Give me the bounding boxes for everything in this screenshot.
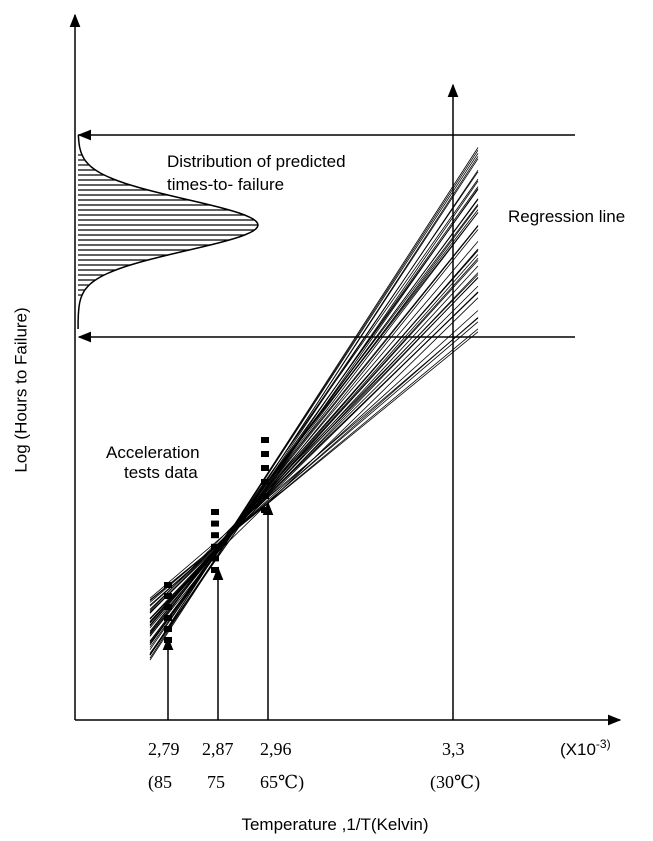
regression-line	[149, 241, 479, 627]
tick-label: 2,96	[260, 739, 292, 759]
annotation: tests data	[124, 463, 198, 482]
data-marker	[164, 593, 172, 599]
tick-label: 2,79	[148, 739, 180, 759]
regression-line	[149, 158, 479, 659]
data-marker	[211, 543, 219, 550]
annotation: Distribution of predicted	[167, 152, 346, 171]
regression-line	[149, 225, 479, 634]
data-marker	[211, 509, 219, 515]
data-marker	[261, 479, 269, 485]
regression-line	[149, 169, 479, 656]
tick-label: 2,87	[202, 739, 234, 759]
x-axis-label: Temperature ,1/T(Kelvin)	[241, 815, 428, 834]
data-marker	[164, 615, 172, 621]
annotation: Regression line	[508, 207, 625, 226]
x-unit: (X10-3)	[560, 737, 611, 759]
tick-label: 3,3	[442, 739, 465, 759]
data-marker	[164, 637, 172, 643]
data-marker	[261, 493, 269, 499]
data-marker	[261, 507, 269, 513]
regression-line	[149, 291, 479, 614]
data-marker	[211, 532, 219, 539]
data-marker	[164, 626, 172, 632]
diagram-shapes	[69, 13, 622, 726]
annotation: Acceleration	[106, 443, 200, 462]
data-marker	[261, 465, 269, 471]
annotation: times-to- failure	[167, 175, 284, 194]
data-marker	[164, 582, 172, 588]
temperature-label: (85	[148, 772, 172, 793]
data-marker	[211, 520, 219, 527]
x-unit-exponent: -3)	[596, 737, 611, 751]
temperature-label: 65℃)	[260, 772, 304, 793]
y-axis-label: Log (Hours to Failure)	[11, 307, 30, 472]
data-marker	[164, 604, 172, 610]
data-marker	[261, 451, 269, 457]
data-marker	[211, 567, 219, 573]
x-unit-base: (X10	[560, 740, 596, 759]
data-marker	[261, 437, 269, 443]
distribution-curve	[77, 134, 259, 330]
temperature-label: 75	[207, 772, 225, 792]
regression-line	[149, 328, 479, 602]
data-marker	[211, 555, 219, 562]
temperature-label: (30℃)	[430, 772, 480, 793]
regression-line	[149, 149, 479, 656]
regression-line	[149, 178, 479, 645]
